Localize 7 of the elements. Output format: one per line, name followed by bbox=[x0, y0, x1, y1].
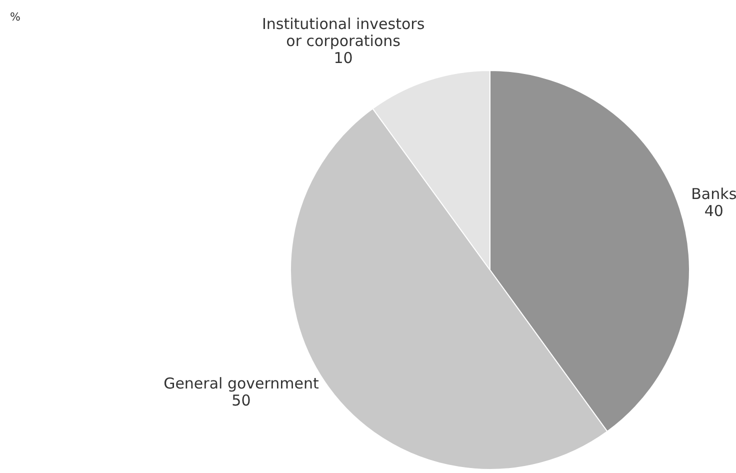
data-label: 10 bbox=[334, 49, 353, 68]
slice-label: Institutional investors or corporations bbox=[262, 15, 425, 50]
data-label: 40 bbox=[704, 202, 724, 220]
data-label: 50 bbox=[232, 392, 251, 410]
slice-label: General government bbox=[164, 374, 320, 393]
text: % bbox=[10, 10, 20, 24]
slice-label: Banks bbox=[691, 185, 736, 204]
